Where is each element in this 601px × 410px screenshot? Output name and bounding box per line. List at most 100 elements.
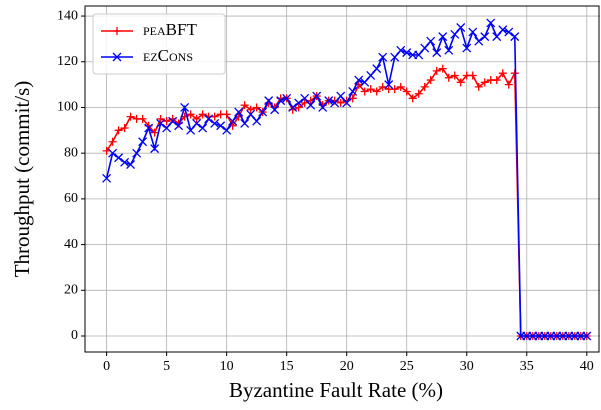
marker — [282, 93, 292, 103]
marker — [240, 119, 250, 128]
x-tick-label: 10 — [220, 359, 234, 374]
marker — [474, 82, 483, 91]
marker — [156, 114, 165, 123]
marker — [582, 331, 592, 341]
marker — [112, 52, 122, 62]
marker — [402, 87, 411, 96]
y-axis-label: Throughput (commit/s) — [10, 81, 34, 278]
marker — [294, 103, 303, 112]
marker — [276, 96, 286, 106]
marker — [204, 114, 214, 124]
y-tick-label: 20 — [64, 283, 78, 298]
marker — [138, 114, 147, 123]
marker — [258, 107, 268, 117]
marker — [504, 27, 514, 37]
marker — [438, 32, 448, 42]
marker — [138, 137, 148, 147]
marker — [198, 110, 207, 119]
marker — [378, 82, 387, 91]
marker — [372, 87, 381, 96]
x-tick-label: 30 — [460, 359, 474, 374]
marker — [438, 64, 447, 73]
marker — [180, 103, 190, 112]
marker — [300, 98, 309, 107]
marker — [354, 75, 364, 85]
marker — [456, 78, 465, 87]
marker — [498, 69, 507, 78]
y-tick-label: 80 — [64, 145, 78, 160]
marker — [510, 32, 520, 42]
marker — [480, 78, 489, 87]
marker — [432, 66, 441, 75]
marker — [126, 112, 135, 121]
marker — [444, 73, 453, 82]
marker — [108, 137, 117, 146]
x-tick-label: 15 — [280, 359, 294, 374]
marker — [366, 85, 375, 94]
marker — [420, 82, 429, 91]
y-tick-label: 40 — [64, 237, 78, 252]
marker — [504, 80, 513, 89]
marker — [210, 119, 220, 128]
marker — [113, 27, 121, 35]
y-tick-label: 120 — [57, 54, 78, 69]
marker — [192, 114, 201, 123]
y-tick-label: 60 — [64, 191, 78, 206]
x-tick-label: 20 — [340, 359, 354, 374]
legend-label: peaBFT — [143, 20, 197, 39]
marker — [102, 173, 112, 183]
marker — [288, 103, 298, 112]
marker — [492, 76, 501, 85]
marker — [408, 94, 417, 103]
marker — [384, 80, 394, 90]
marker — [312, 91, 322, 101]
marker — [480, 32, 490, 42]
marker — [426, 36, 436, 46]
marker — [348, 94, 357, 103]
x-tick-label: 40 — [580, 359, 594, 374]
marker — [114, 153, 124, 163]
marker — [174, 121, 184, 131]
marker — [414, 89, 423, 98]
marker — [240, 101, 249, 110]
marker — [468, 27, 478, 37]
legend-box — [92, 13, 226, 75]
y-tick-label: 0 — [71, 328, 78, 343]
marker — [252, 116, 262, 126]
y-tick-label: 100 — [57, 100, 78, 115]
marker — [294, 98, 304, 108]
x-axis-label: Byzantine Fault Rate (%) — [229, 378, 443, 402]
legend: peaBFT ezCons — [92, 13, 226, 75]
marker — [144, 123, 154, 133]
marker — [186, 110, 195, 119]
marker — [192, 119, 202, 128]
marker — [450, 71, 459, 80]
legend-label: ezCons — [143, 46, 193, 65]
x-tick-label: 35 — [520, 359, 534, 374]
marker — [324, 96, 334, 106]
marker — [498, 25, 508, 35]
marker — [462, 43, 472, 53]
marker — [228, 116, 238, 126]
marker — [456, 23, 466, 32]
marker — [210, 112, 219, 121]
marker — [150, 128, 159, 137]
marker — [390, 85, 399, 94]
marker — [264, 96, 274, 106]
marker — [108, 148, 118, 158]
marker — [126, 160, 136, 170]
marker — [378, 52, 388, 62]
marker — [246, 105, 255, 114]
marker — [402, 48, 412, 58]
marker — [360, 87, 369, 96]
marker — [222, 125, 232, 135]
marker — [168, 116, 178, 126]
marker — [216, 121, 226, 131]
marker — [150, 144, 160, 154]
marker — [444, 45, 454, 55]
marker — [162, 117, 171, 126]
marker — [120, 124, 129, 133]
marker — [474, 36, 484, 46]
marker — [336, 98, 345, 107]
